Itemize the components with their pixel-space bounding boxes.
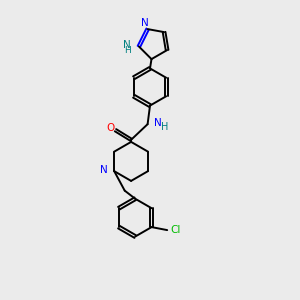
Text: Cl: Cl [170, 225, 181, 235]
Text: H: H [161, 122, 168, 132]
Text: H: H [124, 46, 130, 55]
Text: N: N [100, 165, 108, 175]
Text: O: O [106, 123, 114, 133]
Text: N: N [123, 40, 130, 50]
Text: N: N [154, 118, 162, 128]
Text: N: N [141, 18, 149, 28]
